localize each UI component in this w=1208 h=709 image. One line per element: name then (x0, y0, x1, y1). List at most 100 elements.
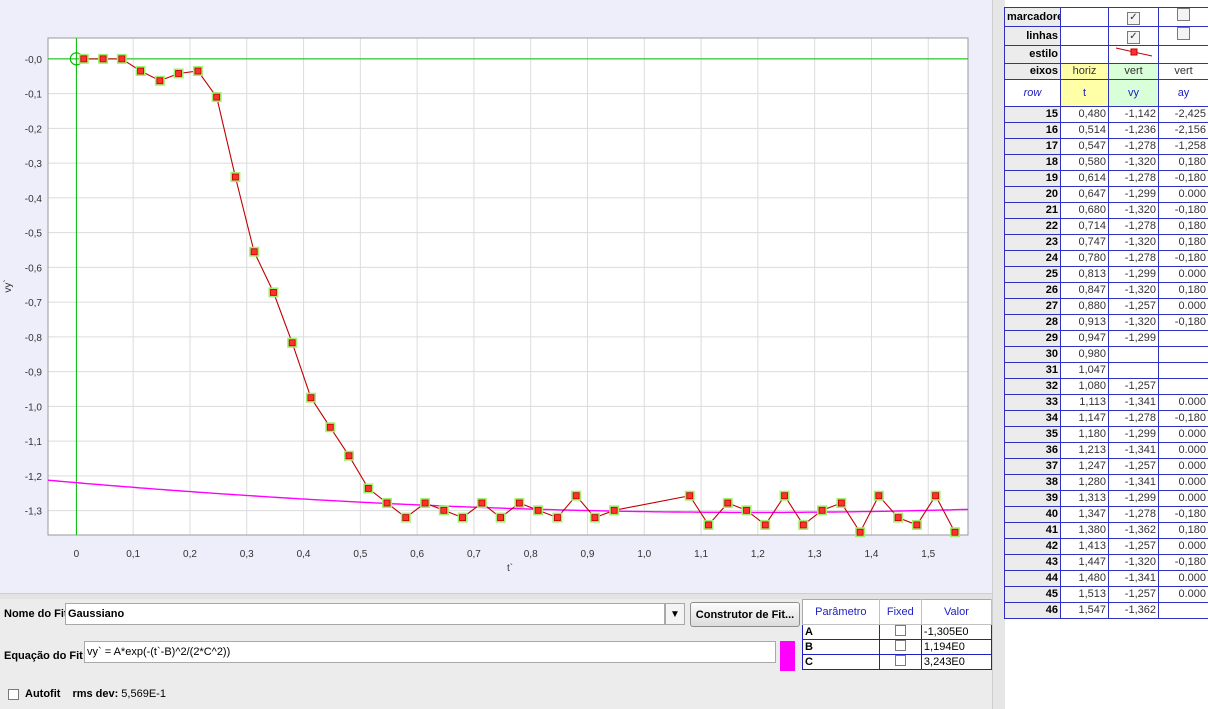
t-value[interactable]: 0,714 (1060, 218, 1109, 235)
vy-value[interactable]: -1,257 (1108, 586, 1159, 603)
fit-name-dropdown-icon[interactable]: ▼ (665, 603, 685, 625)
fit-color-swatch[interactable] (780, 641, 795, 671)
table-row[interactable]: 35 1,180 -1,299 0.000 (1004, 426, 1208, 443)
table-row[interactable]: 38 1,280 -1,341 0.000 (1004, 474, 1208, 491)
vy-value[interactable]: -1,362 (1108, 602, 1159, 619)
vy-value[interactable]: -1,299 (1108, 186, 1159, 203)
data-point[interactable] (949, 527, 960, 538)
data-point[interactable] (893, 512, 904, 523)
plot-panel[interactable]: 0 0,1 0,2 0,3 0,4 0,5 0,6 0,7 0,8 0,9 1,0 1,1 1,2 1,3… (0, 0, 992, 593)
table-row[interactable]: 39 1,313 -1,299 0.000 (1004, 490, 1208, 507)
vy-value[interactable]: -1,320 (1108, 234, 1159, 251)
t-value[interactable]: 0,614 (1060, 170, 1109, 187)
vy-value[interactable]: -1,278 (1108, 218, 1159, 235)
parameter-value[interactable]: 1,194E0 (920, 639, 993, 655)
ay-value[interactable]: 0,180 (1158, 154, 1208, 171)
data-point[interactable] (343, 450, 354, 461)
table-row[interactable]: 31 1,047 (1004, 362, 1208, 379)
table-row[interactable]: 45 1,513 -1,257 0.000 (1004, 586, 1208, 603)
ay-value[interactable]: -0,180 (1158, 202, 1208, 219)
ay-value[interactable]: 0.000 (1158, 266, 1208, 283)
vy-value[interactable]: -1,341 (1108, 570, 1159, 587)
data-series[interactable] (78, 53, 960, 538)
t-value[interactable]: 1,380 (1060, 522, 1109, 539)
t-value[interactable]: 1,213 (1060, 442, 1109, 459)
table-row[interactable]: 41 1,380 -1,362 0,180 (1004, 522, 1208, 539)
table-row[interactable]: 22 0,714 -1,278 0,180 (1004, 218, 1208, 235)
table-row[interactable]: 36 1,213 -1,341 0.000 (1004, 442, 1208, 459)
vy-value[interactable]: -1,278 (1108, 170, 1159, 187)
vy-value[interactable]: -1,320 (1108, 202, 1159, 219)
vy-value[interactable] (1108, 346, 1159, 363)
table-row[interactable]: 42 1,413 -1,257 0.000 (1004, 538, 1208, 555)
ay-value[interactable]: -0,180 (1158, 554, 1208, 571)
ay-value[interactable]: -0,180 (1158, 314, 1208, 331)
vy-value[interactable]: -1,299 (1108, 490, 1159, 507)
vy-value[interactable]: -1,257 (1108, 538, 1159, 555)
data-point[interactable] (514, 498, 525, 509)
vy-value[interactable]: -1,299 (1108, 426, 1159, 443)
table-row[interactable]: 19 0,614 -1,278 -0,180 (1004, 170, 1208, 187)
parameter-fixed-checkbox[interactable] (894, 625, 906, 636)
table-row[interactable]: 23 0,747 -1,320 0,180 (1004, 234, 1208, 251)
t-value[interactable]: 0,680 (1060, 202, 1109, 219)
table-row[interactable]: 29 0,947 -1,299 (1004, 330, 1208, 347)
ay-value[interactable]: 0.000 (1158, 570, 1208, 587)
t-value[interactable]: 1,313 (1060, 490, 1109, 507)
ay-value[interactable]: 0.000 (1158, 186, 1208, 203)
panel-divider[interactable] (0, 593, 992, 600)
vy-value[interactable]: -1,278 (1108, 410, 1159, 427)
t-value[interactable]: 0,747 (1060, 234, 1109, 251)
data-point[interactable] (571, 490, 582, 501)
data-point[interactable] (135, 66, 146, 77)
table-row[interactable]: 32 1,080 -1,257 (1004, 378, 1208, 395)
vy-value[interactable]: -1,257 (1108, 458, 1159, 475)
table-row[interactable]: 28 0,913 -1,320 -0,180 (1004, 314, 1208, 331)
data-point[interactable] (457, 512, 468, 523)
ay-column-header[interactable]: ay (1158, 79, 1208, 107)
ay-value[interactable]: -1,258 (1158, 138, 1208, 155)
vy-value[interactable]: -1,299 (1108, 266, 1159, 283)
data-point[interactable] (703, 519, 714, 530)
data-point[interactable] (779, 490, 790, 501)
ay-value[interactable] (1158, 346, 1208, 363)
data-point[interactable] (533, 505, 544, 516)
t-value[interactable]: 1,180 (1060, 426, 1109, 443)
vy-value[interactable]: -1,257 (1108, 378, 1159, 395)
data-point[interactable] (211, 92, 222, 103)
parameter-value[interactable]: 3,243E0 (920, 654, 993, 670)
data-point[interactable] (836, 498, 847, 509)
data-point[interactable] (476, 498, 487, 509)
table-row[interactable]: 44 1,480 -1,341 0.000 (1004, 570, 1208, 587)
table-row[interactable]: 46 1,547 -1,362 (1004, 602, 1208, 619)
table-row[interactable]: 16 0,514 -1,236 -2,156 (1004, 122, 1208, 139)
vy-value[interactable]: -1,236 (1108, 122, 1159, 139)
vy-value[interactable]: -1,320 (1108, 282, 1159, 299)
ay-value[interactable]: 0,180 (1158, 522, 1208, 539)
t-value[interactable]: 1,347 (1060, 506, 1109, 523)
markers-ay-checkbox[interactable] (1177, 8, 1190, 21)
style-swatch[interactable] (1108, 45, 1159, 64)
data-point[interactable] (684, 490, 695, 501)
table-row[interactable]: 33 1,113 -1,341 0.000 (1004, 394, 1208, 411)
t-value[interactable]: 1,147 (1060, 410, 1109, 427)
parameter-fixed-checkbox[interactable] (894, 655, 906, 666)
fit-name-field[interactable]: Gaussiano (65, 603, 665, 625)
t-value[interactable]: 1,247 (1060, 458, 1109, 475)
table-row[interactable]: 40 1,347 -1,278 -0,180 (1004, 506, 1208, 523)
table-row[interactable]: 27 0,880 -1,257 0.000 (1004, 298, 1208, 315)
parameter-value[interactable]: -1,305E0 (920, 624, 993, 640)
ay-value[interactable]: 0.000 (1158, 442, 1208, 459)
data-point[interactable] (173, 68, 184, 79)
markers-vy-checkbox[interactable]: ✓ (1127, 11, 1140, 25)
plot-area[interactable]: 0 0,1 0,2 0,3 0,4 0,5 0,6 0,7 0,8 0,9 1,0 1,1 1,2 1,3… (0, 0, 992, 593)
data-point[interactable] (325, 422, 336, 433)
t-value[interactable]: 0,514 (1060, 122, 1109, 139)
t-value[interactable]: 0,947 (1060, 330, 1109, 347)
vy-value[interactable]: -1,341 (1108, 442, 1159, 459)
ay-value[interactable]: -0,180 (1158, 170, 1208, 187)
table-row[interactable]: 18 0,580 -1,320 0,180 (1004, 154, 1208, 171)
data-point[interactable] (287, 337, 298, 348)
lines-vy-checkbox[interactable]: ✓ (1127, 30, 1140, 44)
t-value[interactable]: 1,547 (1060, 602, 1109, 619)
